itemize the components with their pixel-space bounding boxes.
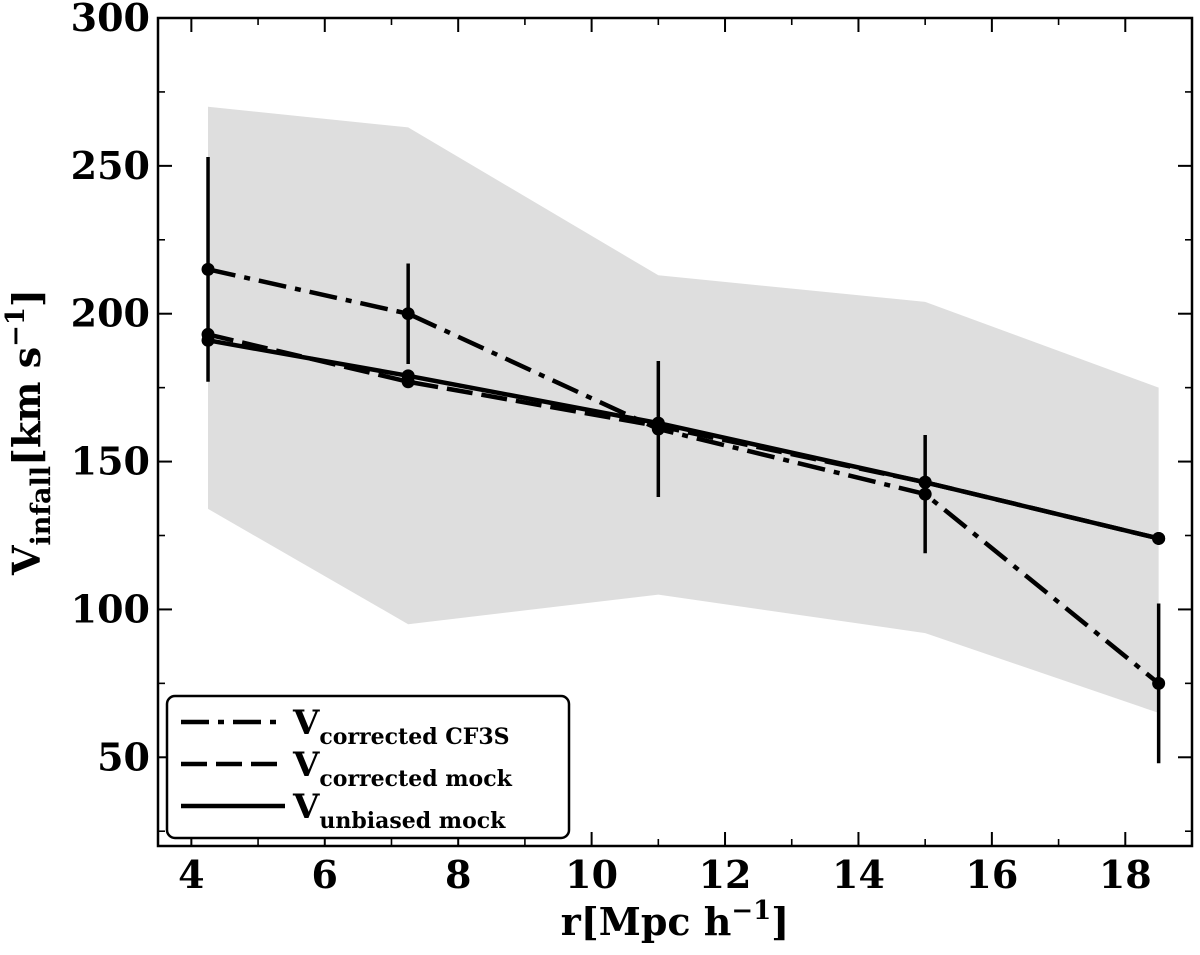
data-point bbox=[1152, 676, 1166, 690]
y-tick-label: 300 bbox=[71, 0, 150, 40]
y-axis-label-unit: km s bbox=[4, 347, 49, 448]
y-axis-label: Vinfall[km s−1] bbox=[1, 289, 57, 576]
legend-label-base: V bbox=[292, 787, 320, 827]
y-axis-label-sub: infall bbox=[26, 466, 57, 546]
series-solid bbox=[201, 333, 1166, 545]
y-tick-label: 50 bbox=[97, 734, 150, 779]
series-layer bbox=[201, 156, 1166, 764]
y-axis-label-bracket-close: ] bbox=[4, 289, 49, 307]
legend-label: Vcorrected CF3S bbox=[292, 703, 510, 750]
y-tick-label: 200 bbox=[71, 291, 150, 336]
x-tick-label: 18 bbox=[1099, 852, 1152, 897]
legend-label: Vcorrected mock bbox=[292, 745, 513, 792]
legend-label: Vunbiased mock bbox=[292, 787, 506, 834]
y-tick-label: 100 bbox=[71, 586, 150, 631]
x-tick-label: 14 bbox=[832, 852, 885, 897]
y-axis-label-unit-sup: −1 bbox=[1, 307, 31, 347]
data-point bbox=[918, 475, 932, 489]
plot-frame bbox=[156, 16, 1194, 848]
legend-label-sub: corrected CF3S bbox=[319, 724, 509, 750]
data-point bbox=[401, 369, 415, 383]
x-tick-label: 4 bbox=[178, 852, 204, 897]
data-point bbox=[201, 333, 215, 347]
legend-item: Vcorrected mock bbox=[181, 745, 513, 792]
x-axis-label-bracket-open: [ bbox=[581, 899, 599, 944]
data-point bbox=[1152, 531, 1166, 545]
x-tick-label: 16 bbox=[965, 852, 1018, 897]
axis-label-layer: r[Mpc h−1] Vinfall[km s−1] bbox=[1, 289, 789, 944]
legend-item: Vunbiased mock bbox=[181, 787, 506, 834]
data-point bbox=[651, 416, 665, 430]
x-axis-label-unit-sup: −1 bbox=[731, 896, 771, 926]
y-axis-label-base: V bbox=[4, 544, 49, 576]
x-tick-label: 8 bbox=[445, 852, 471, 897]
x-axis-label: r[Mpc h−1] bbox=[561, 896, 790, 944]
x-axis-label-unit: Mpc h bbox=[599, 899, 732, 944]
legend-label-sub: corrected mock bbox=[319, 766, 512, 792]
x-axis-label-base: r bbox=[561, 899, 582, 944]
shaded-band-layer bbox=[208, 106, 1159, 713]
x-axis-label-bracket-close: ] bbox=[771, 899, 789, 944]
legend-label-base: V bbox=[292, 703, 320, 743]
x-tick-label: 12 bbox=[699, 852, 752, 897]
x-tick-label: 6 bbox=[312, 852, 338, 897]
axes-layer: 4 6 8 10 12 14 16 18 50 100 150 200 250 300 bbox=[71, 0, 1194, 897]
legend-box bbox=[165, 694, 571, 840]
data-point bbox=[201, 262, 215, 276]
legend-item: Vcorrected CF3S bbox=[181, 703, 510, 750]
y-tick-label: 150 bbox=[71, 439, 150, 484]
shaded-region bbox=[208, 106, 1159, 713]
legend-label-sub: unbiased mock bbox=[319, 808, 506, 834]
y-axis-label-bracket-open: [ bbox=[4, 448, 49, 466]
x-tick-label: 10 bbox=[565, 852, 618, 897]
y-tick-label: 250 bbox=[71, 143, 150, 188]
legend-label-base: V bbox=[292, 745, 320, 785]
data-point bbox=[918, 487, 932, 501]
data-point bbox=[401, 307, 415, 321]
